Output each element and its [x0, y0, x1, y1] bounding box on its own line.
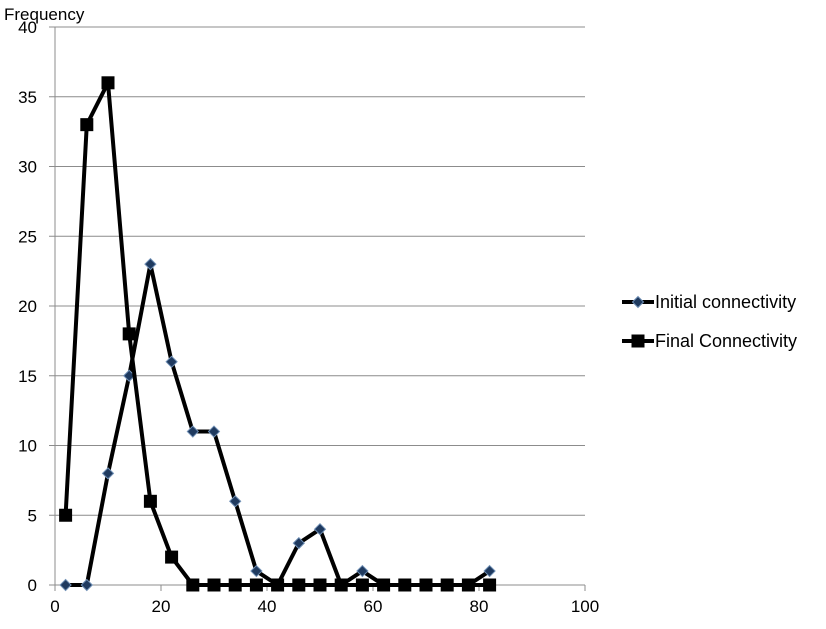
data-point: [165, 550, 179, 564]
data-point: [165, 355, 178, 369]
data-point: [356, 564, 369, 578]
legend: Initial connectivity Final Connectivity: [622, 292, 797, 351]
data-point: [292, 578, 306, 592]
legend-marker: [631, 334, 645, 348]
data-point: [144, 257, 157, 271]
data-point: [228, 495, 242, 508]
data-point: [313, 578, 327, 592]
x-tick-label: 0: [50, 597, 59, 616]
y-axis-label: Frequency: [4, 5, 85, 24]
x-tick-label: 60: [364, 597, 383, 616]
legend-marker: [631, 295, 645, 309]
y-tick-label: 30: [18, 158, 37, 177]
data-point: [440, 578, 454, 592]
y-tick-label: 35: [18, 88, 37, 107]
data-point: [80, 118, 94, 132]
data-point: [313, 522, 327, 536]
legend-label: Initial connectivity: [655, 292, 796, 312]
y-tick-label: 15: [18, 367, 37, 386]
y-tick-label: 40: [18, 18, 37, 37]
data-point: [59, 508, 73, 522]
data-point: [186, 578, 200, 592]
legend-item-final-connectivity: Final Connectivity: [622, 331, 797, 351]
data-point: [334, 578, 348, 592]
x-tick-labels: 0 20 40 60 80 100: [50, 597, 599, 616]
gridlines: [55, 26, 585, 516]
x-tick-label: 40: [258, 597, 277, 616]
data-point: [271, 578, 285, 592]
series-final-connectivity: [59, 76, 497, 592]
legend-item-initial-connectivity: Initial connectivity: [622, 292, 796, 312]
data-point: [461, 578, 475, 592]
data-point: [250, 564, 263, 578]
x-tick-label: 80: [470, 597, 489, 616]
data-point: [292, 536, 306, 550]
axes: [49, 26, 586, 591]
data-point: [228, 578, 242, 592]
data-point: [80, 578, 94, 592]
y-tick-label: 0: [28, 576, 37, 595]
x-tick-label: 100: [571, 597, 599, 616]
legend-label: Final Connectivity: [655, 331, 797, 351]
y-tick-label: 10: [18, 437, 37, 456]
data-point: [186, 425, 200, 438]
data-point: [483, 564, 496, 578]
data-point: [101, 76, 115, 90]
data-point: [355, 578, 369, 592]
y-tick-labels: 0 5 10 15 20 25 30 35 40: [18, 18, 37, 595]
data-point: [101, 467, 115, 480]
x-tick-label: 20: [152, 597, 171, 616]
y-tick-label: 5: [28, 506, 37, 525]
data-point: [483, 578, 497, 592]
data-point: [419, 578, 433, 592]
data-point: [122, 327, 136, 341]
series-lines: [59, 76, 497, 592]
data-point: [207, 578, 221, 592]
data-point: [143, 494, 157, 508]
data-point: [59, 578, 72, 592]
data-point: [249, 578, 263, 592]
data-point: [398, 578, 412, 592]
y-tick-label: 25: [18, 227, 37, 246]
data-point: [377, 578, 391, 592]
data-point: [207, 425, 221, 438]
y-tick-label: 20: [18, 297, 37, 316]
